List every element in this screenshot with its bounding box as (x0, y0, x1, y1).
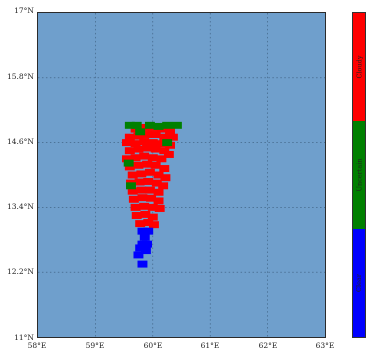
pixel-cloudy (143, 178, 154, 185)
colorbar-label-uncertain: Uncertain (355, 158, 364, 192)
pixel-clear (140, 247, 151, 255)
pixel-cloudy (127, 171, 138, 179)
pixel-clear (142, 240, 153, 248)
pixel-uncertain (131, 121, 142, 129)
pixel-clear (143, 227, 154, 235)
pixel-cloudy (122, 139, 132, 147)
pixel-cloudy (163, 151, 174, 158)
pixel-clear (137, 227, 148, 235)
pixel-cloudy (128, 195, 139, 203)
pixel-cloudy (137, 194, 148, 202)
pixel-cloudy (150, 131, 161, 138)
lat-tick-label: 11°N (14, 333, 34, 342)
colorbar-clear-segment (353, 229, 365, 337)
lat-tick-label: 13.4°N (6, 202, 34, 211)
pixel-cloudy (153, 188, 164, 196)
colorbar-label-clear: Clear (355, 274, 364, 292)
pixel-cloudy (124, 133, 135, 141)
pixel-cloudy (136, 170, 147, 178)
pixel-cloudy (139, 124, 150, 131)
pixel-cloudy (130, 154, 141, 162)
pixel-clear (137, 260, 148, 268)
pixel-cloudy (122, 155, 132, 163)
pixel-cloudy (165, 127, 175, 135)
pixel-cloudy (148, 221, 159, 229)
pixel-cloudy (124, 147, 135, 155)
pixel-cloudy (158, 182, 169, 190)
pixel-clear (133, 251, 144, 259)
pixel-cloudy (147, 139, 158, 147)
pixel-cloudy (124, 163, 135, 171)
colorbar-label-cloudy: Cloudy (355, 55, 363, 79)
lat-tick-label: 12.2°N (6, 267, 34, 276)
pixel-cloudy (133, 161, 144, 169)
map-canvas (38, 13, 325, 337)
pixel-cloudy (139, 202, 150, 210)
pixel-clear (139, 233, 150, 241)
lat-tick-label: 17°N (14, 6, 34, 15)
pixel-cloudy (156, 155, 167, 163)
pixel-uncertain (162, 139, 173, 147)
pixel-cloudy (156, 140, 167, 148)
pixel-cloudy (160, 174, 171, 182)
pixel-cloudy (143, 219, 154, 226)
pixel-uncertain (162, 121, 173, 129)
pixel-cloudy (139, 138, 150, 145)
lon-tick-label: 59°E (85, 341, 105, 350)
lon-tick-label: 61°E (200, 341, 220, 350)
lon-tick-label: 60°E (143, 341, 163, 350)
pixel-uncertain (153, 122, 164, 130)
pixel-cloudy (146, 194, 157, 202)
pixel-cloudy (131, 212, 142, 219)
pixel-uncertain (135, 128, 146, 136)
category-colorbar: Cloudy Uncertain Clear (352, 12, 366, 338)
pixel-cloudy (130, 203, 141, 211)
pixel-cloudy (154, 205, 165, 212)
pixel-clear (135, 244, 146, 252)
pixel-cloudy (167, 133, 178, 141)
pixel-cloudy (142, 144, 153, 152)
pixel-cloudy (127, 187, 138, 195)
pixel-cloudy (136, 186, 147, 194)
lon-tick-label: 62°E (258, 341, 278, 350)
lon-tick-label: 63°E (315, 341, 335, 350)
pixel-cloudy (134, 178, 145, 186)
pixel-cloudy (135, 220, 146, 228)
pixel-cloudy (153, 171, 164, 179)
map-area[interactable] (37, 12, 326, 338)
pixel-cloudy (147, 154, 158, 162)
pixel-cloudy (150, 161, 161, 169)
lon-tick-label: 58°E (27, 341, 47, 350)
pixel-cloudy (140, 210, 151, 218)
pixel-cloudy (150, 145, 161, 153)
pixel-uncertain (124, 121, 135, 129)
colorbar-cloudy-segment (353, 13, 365, 121)
lat-tick-label: 14.6°N (6, 137, 34, 146)
pixel-cloudy (147, 203, 158, 211)
pixel-cloudy (151, 179, 162, 187)
pixel-cloudy (142, 131, 153, 138)
pixel-cloudy (159, 147, 170, 155)
pixel-uncertain (123, 159, 134, 167)
pixel-cloudy (133, 132, 144, 140)
pixel-cloudy (133, 145, 144, 153)
pixel-cloudy (139, 152, 150, 160)
pixel-cloudy (147, 213, 158, 221)
pixel-cloudy (153, 197, 164, 205)
pixel-uncertain (171, 121, 182, 129)
pixel-cloudy (142, 160, 153, 168)
pixel-cloudy (159, 165, 170, 172)
pixel-uncertain (144, 121, 155, 129)
pixel-cloudy (130, 140, 141, 148)
lat-tick-label: 15.8°N (6, 72, 34, 81)
colorbar-uncertain-segment (353, 121, 365, 229)
pixel-cloudy (144, 168, 155, 176)
pixel-cloudy (144, 186, 155, 194)
pixel-uncertain (126, 182, 136, 190)
pixel-cloudy (159, 133, 170, 141)
